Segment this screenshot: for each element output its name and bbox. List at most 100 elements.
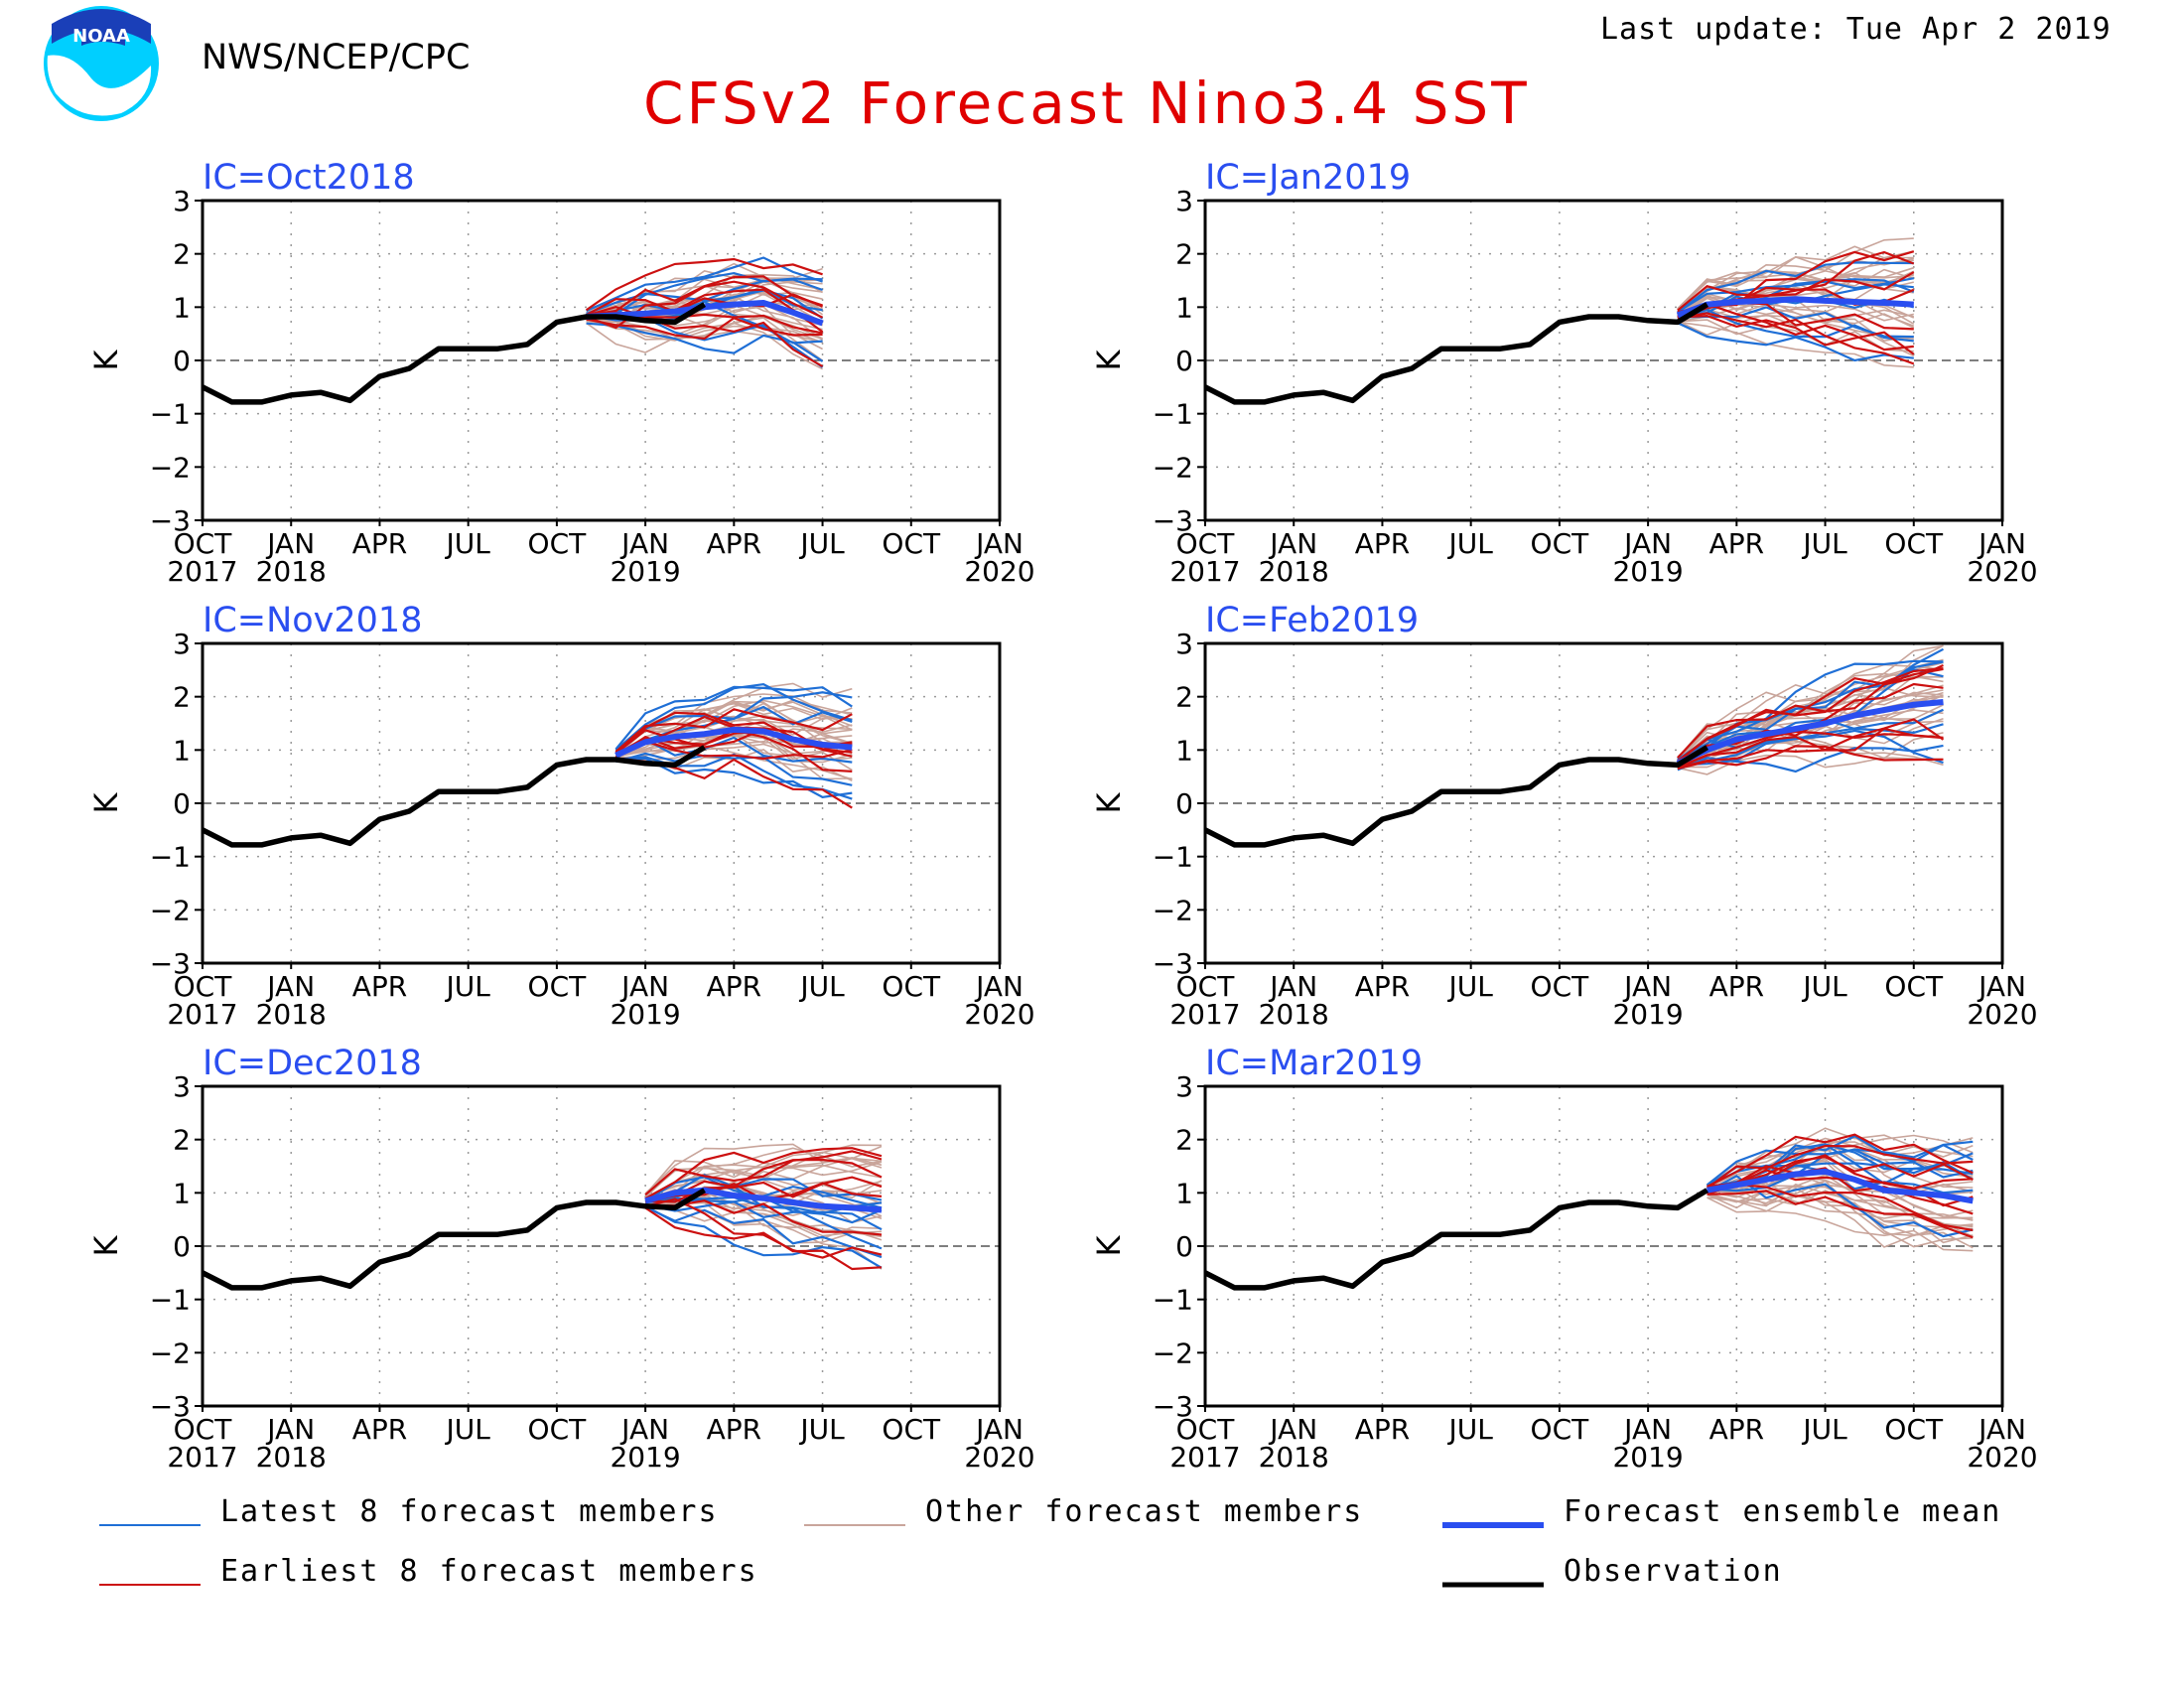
earliest-member-line (1677, 667, 1944, 763)
x-tick-label: OCT (1884, 527, 1944, 560)
latest-member-line (615, 752, 853, 786)
other-member-line (1706, 1196, 1974, 1252)
y-tick-label: 1 (173, 291, 191, 324)
x-tick-year-label: 2020 (964, 1441, 1034, 1474)
x-tick-label: APR (352, 1413, 408, 1446)
x-tick-label: APR (352, 970, 408, 1003)
x-tick-year-label: 2019 (1612, 998, 1683, 1031)
earliest-member-line (1677, 312, 1915, 365)
y-tick-label: −2 (1153, 1336, 1193, 1369)
x-tick-label: APR (707, 1413, 762, 1446)
x-tick-label: JAN (1268, 527, 1317, 560)
observation-line (1203, 745, 1709, 848)
x-tick-label: JAN (1268, 970, 1317, 1003)
legend-item-mean: Forecast ensemble mean (1442, 1494, 2001, 1529)
earliest-member-line (1677, 745, 1944, 771)
y-tick-label: 1 (1175, 291, 1193, 324)
x-tick-label: JUL (1446, 1413, 1493, 1446)
x-tick-label: APR (1355, 1413, 1411, 1446)
x-tick-label: JAN (619, 970, 669, 1003)
x-tick-label: JUL (1801, 527, 1847, 560)
other-member-line (614, 682, 853, 751)
y-axis-label: K (1090, 1234, 1128, 1256)
y-tick-label: 2 (173, 681, 191, 714)
x-tick-label: JUL (798, 1413, 845, 1446)
legend-item-other: Other forecast members (804, 1494, 1363, 1529)
y-tick-label: −3 (150, 1390, 191, 1423)
x-tick-year-label: 2020 (1967, 555, 2037, 588)
latest-member-line (614, 682, 853, 752)
chart-title: IC=Dec2018 (203, 1044, 422, 1083)
earliest-member-line (1677, 727, 1944, 770)
chart-title: IC=Nov2018 (203, 601, 422, 640)
latest-member-line (1677, 277, 1915, 314)
x-tick-label: JUL (444, 970, 490, 1003)
ensemble-mean-line (1676, 699, 1944, 767)
y-tick-label: 3 (1175, 1070, 1193, 1103)
x-tick-label: JUL (798, 527, 845, 560)
y-tick-label: 0 (173, 1230, 191, 1263)
x-tick-label: APR (707, 970, 762, 1003)
x-tick-year-label: 2017 (1169, 555, 1240, 588)
y-axis-label: K (1090, 791, 1128, 813)
organization-label: NWS/NCEP/CPC (202, 38, 471, 77)
latest-member-line (644, 1174, 883, 1202)
x-tick-label: OCT (1884, 970, 1944, 1003)
x-tick-label: APR (1355, 970, 1411, 1003)
legend-label: Other forecast members (925, 1494, 1363, 1529)
earliest-member-line (644, 1150, 883, 1196)
x-tick-label: OCT (882, 970, 941, 1003)
y-tick-label: −1 (150, 398, 191, 431)
y-axis-label: K (87, 791, 125, 813)
earliest-member-line (586, 305, 823, 335)
x-tick-label: JAN (1977, 970, 2026, 1003)
x-tick-year-label: 2020 (964, 555, 1034, 588)
x-tick-year-label: 2017 (167, 998, 237, 1031)
legend-item-observation: Observation (1442, 1554, 1781, 1589)
x-tick-year-label: 2020 (1967, 1441, 2037, 1474)
latest-member-line (644, 1204, 883, 1269)
y-tick-label: 3 (1175, 628, 1193, 660)
earliest-member-line (614, 728, 853, 755)
earliest-member-line (1706, 1144, 1974, 1190)
y-tick-label: 3 (173, 628, 191, 660)
ensemble-mean-line (614, 726, 853, 759)
earliest-member-line (1706, 1156, 1974, 1188)
x-tick-label: OCT (882, 527, 941, 560)
y-tick-label: 3 (173, 1070, 191, 1103)
x-tick-label: JAN (265, 970, 315, 1003)
x-tick-label: APR (1355, 527, 1411, 560)
x-tick-label: OCT (174, 970, 233, 1003)
y-tick-label: −1 (150, 841, 191, 874)
observation-line (1203, 1188, 1709, 1291)
x-tick-label: JUL (1801, 970, 1847, 1003)
x-tick-year-label: 2018 (1259, 555, 1329, 588)
legend-label: Forecast ensemble mean (1564, 1494, 2001, 1529)
other-member-line (1677, 293, 1914, 324)
y-tick-label: −2 (1153, 894, 1193, 926)
y-tick-label: −2 (150, 1336, 191, 1369)
x-tick-label: JAN (619, 1413, 669, 1446)
x-tick-label: OCT (1176, 1413, 1236, 1446)
other-member-line (586, 322, 823, 370)
y-tick-label: 1 (1175, 734, 1193, 767)
latest-member-line (1677, 261, 1914, 314)
x-tick-label: OCT (528, 527, 588, 560)
x-tick-label: JAN (1268, 1413, 1317, 1446)
x-tick-label: JAN (619, 527, 669, 560)
x-tick-year-label: 2019 (610, 555, 680, 588)
other-member-line (1677, 754, 1944, 775)
y-tick-label: 2 (1175, 681, 1193, 714)
x-tick-year-label: 2018 (256, 998, 327, 1031)
x-tick-year-label: 2020 (1967, 998, 2037, 1031)
y-tick-label: 0 (173, 345, 191, 377)
earliest-member-line (1677, 718, 1945, 769)
latest-member-line (586, 256, 823, 313)
x-tick-label: OCT (174, 1413, 233, 1446)
noaa-logo: NOAA (42, 4, 161, 123)
x-tick-year-label: 2017 (1169, 998, 1240, 1031)
earliest-member-line (1706, 1165, 1974, 1215)
